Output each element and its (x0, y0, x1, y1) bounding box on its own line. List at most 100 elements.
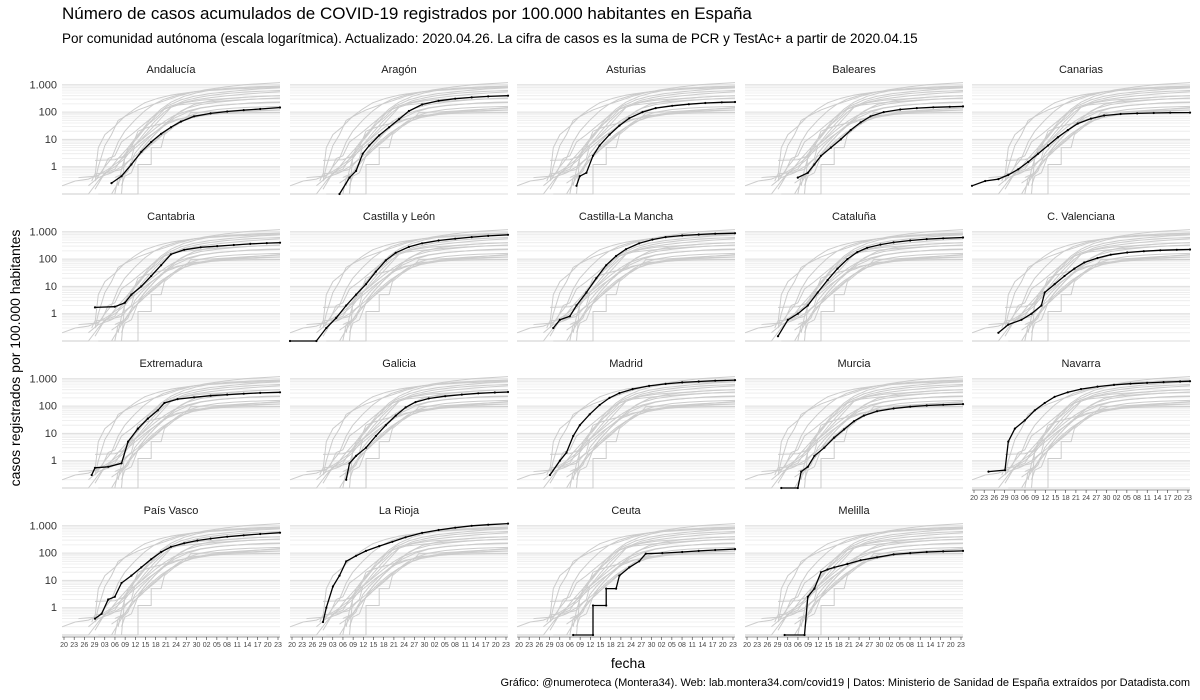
context-line-madrid (549, 85, 736, 182)
context-line-ceuta (573, 254, 736, 342)
context-line-pais-vasco (777, 385, 964, 473)
data-point (591, 604, 595, 607)
data-point (355, 454, 358, 457)
data-point (487, 95, 490, 98)
data-point (278, 241, 282, 244)
data-point (823, 446, 826, 449)
x-tick-label: 06 (339, 642, 347, 649)
context-line-madrid (94, 379, 281, 476)
context-line-cataluna (322, 90, 509, 190)
data-point (915, 107, 918, 110)
data-point (856, 251, 859, 254)
x-tick-label: 18 (835, 642, 843, 649)
data-point (120, 462, 123, 465)
panel-murcia: Murcia (744, 358, 965, 490)
y-axis-label: casos registrados por 100.000 habitantes (7, 230, 23, 487)
x-tick-label: 23 (502, 642, 510, 649)
context-line-galicia (572, 391, 736, 480)
data-point (487, 234, 490, 237)
data-point (942, 550, 945, 553)
context-line-madrid (777, 379, 964, 476)
data-point (437, 99, 440, 102)
panel-title: Navarra (1061, 358, 1101, 370)
context-line-navarra (988, 233, 1191, 326)
context-line-navarra (533, 380, 736, 473)
data-point (796, 176, 799, 179)
data-point (803, 633, 806, 637)
x-tick-label: 27 (182, 642, 190, 649)
x-tick-label: 05 (213, 642, 221, 649)
context-line-galicia (117, 538, 281, 627)
x-tick-label: 21 (390, 642, 398, 649)
x-tick-label: 12 (1041, 495, 1049, 502)
data-point (394, 414, 397, 417)
data-point (615, 254, 618, 258)
context-line-melilla (1011, 109, 1191, 195)
x-tick-label: 15 (142, 642, 150, 649)
context-line-melilla (329, 403, 509, 489)
panel-title: C. Valenciana (1047, 211, 1116, 223)
x-tick-label: 14 (699, 642, 707, 649)
data-point (605, 587, 608, 590)
x-tick-label: 24 (855, 642, 863, 649)
data-point (1066, 391, 1069, 394)
data-point (355, 169, 358, 172)
context-line-murcia (1008, 109, 1191, 195)
context-line-c-valenciana (316, 543, 509, 628)
context-line-ceuta (118, 254, 281, 342)
data-point (1007, 173, 1010, 176)
data-point (1027, 160, 1030, 163)
x-tick-label: 26 (80, 642, 88, 649)
x-tick-label: 29 (1001, 495, 1009, 502)
x-tick-label: 29 (91, 642, 99, 649)
context-line-baleares (342, 105, 509, 179)
context-line-baleares (569, 105, 736, 179)
context-line-cataluna (1004, 237, 1191, 337)
context-line-ceuta (346, 254, 509, 342)
x-tick-label: 12 (814, 642, 822, 649)
data-point (183, 542, 186, 545)
context-line-c-valenciana (771, 543, 964, 628)
data-point (140, 285, 143, 288)
panel-title: Aragón (381, 64, 416, 76)
data-point (127, 440, 130, 443)
data-point (1119, 112, 1122, 116)
context-line-baleares (569, 546, 736, 620)
data-point (572, 633, 575, 637)
context-line-navarra (533, 527, 736, 620)
panel-castilla-y-leon: Castilla y León (288, 211, 510, 343)
data-point (819, 154, 823, 157)
context-line-navarra (78, 380, 281, 473)
data-point (585, 291, 588, 294)
data-point (404, 536, 407, 539)
data-point (226, 535, 229, 538)
y-tick-label: 100 (39, 401, 57, 413)
data-point (846, 562, 849, 566)
context-line-galicia (1027, 97, 1191, 186)
panel-title: Asturias (606, 64, 646, 76)
data-point (470, 236, 473, 239)
data-point (997, 178, 1000, 181)
data-point (578, 424, 581, 427)
data-point (1096, 256, 1099, 260)
context-line-murcia (326, 256, 509, 342)
data-point (487, 523, 490, 526)
data-point (909, 552, 912, 555)
context-line-ceuta (118, 548, 281, 636)
data-point (836, 267, 839, 270)
data-point (615, 587, 618, 590)
data-point (618, 392, 621, 395)
data-point (876, 556, 879, 559)
x-tick-label: 24 (1082, 495, 1090, 502)
context-line-baleares (797, 399, 964, 473)
data-point (1053, 395, 1056, 398)
data-point (123, 301, 126, 304)
data-point (932, 106, 935, 109)
x-tick-label: 03 (556, 642, 564, 649)
x-tick-label: 21 (162, 642, 170, 649)
data-point (100, 612, 103, 615)
data-point (1017, 168, 1020, 171)
x-tick-label: 26 (763, 642, 771, 649)
